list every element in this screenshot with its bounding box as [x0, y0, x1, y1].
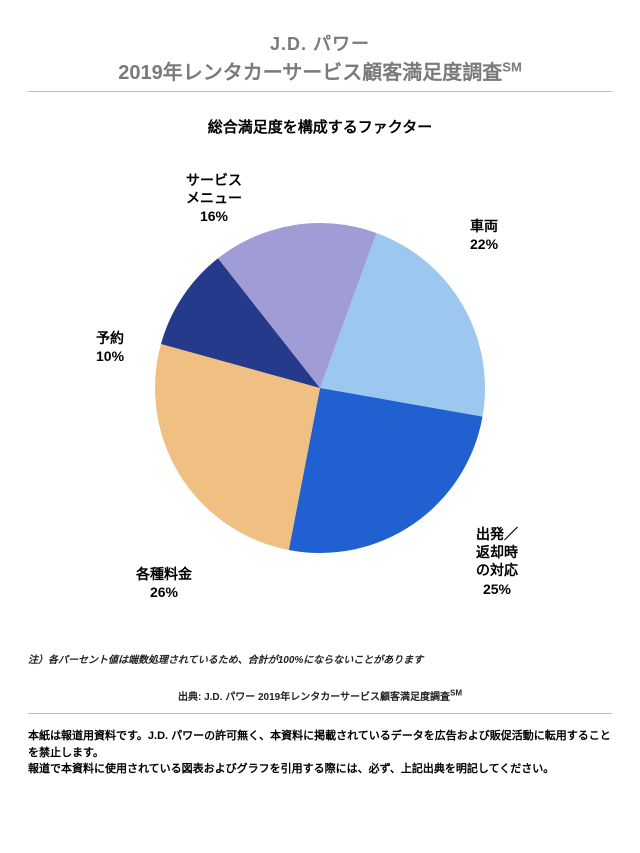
pie-slice	[289, 388, 483, 553]
slice-label: 出発／返却時の対応25%	[476, 525, 518, 598]
pie-svg	[28, 153, 612, 623]
source-line: 出典: J.D. パワー 2019年レンタカーサービス顧客満足度調査SM	[28, 688, 612, 714]
footnote: 注）各パーセント値は端数処理されているため、合計が100%にならないことがありま…	[28, 651, 612, 666]
title: 2019年レンタカーサービス顧客満足度調査SM	[28, 56, 612, 85]
slice-label: 各種料金26%	[136, 565, 192, 601]
pie-chart: 車両22% 出発／返却時の対応25% 各種料金26% 予約10% サービスメニュー16%	[28, 153, 612, 623]
subtitle: 総合満足度を構成するファクター	[28, 116, 612, 137]
source-sm: SM	[450, 689, 462, 698]
header: J.D. パワー 2019年レンタカーサービス顧客満足度調査SM	[28, 30, 612, 92]
title-sm: SM	[502, 59, 522, 74]
title-text: 2019年レンタカーサービス顧客満足度調査	[118, 62, 502, 84]
brand: J.D. パワー	[28, 30, 612, 56]
disclaimer: 本紙は報道用資料です。J.D. パワーの許可無く、本資料に掲載されているデータを…	[28, 728, 612, 778]
slice-label: 車両22%	[470, 217, 498, 253]
source-text: 出典: J.D. パワー 2019年レンタカーサービス顧客満足度調査	[178, 692, 450, 703]
slice-label: 予約10%	[96, 329, 124, 365]
slice-label: サービスメニュー16%	[186, 171, 242, 226]
